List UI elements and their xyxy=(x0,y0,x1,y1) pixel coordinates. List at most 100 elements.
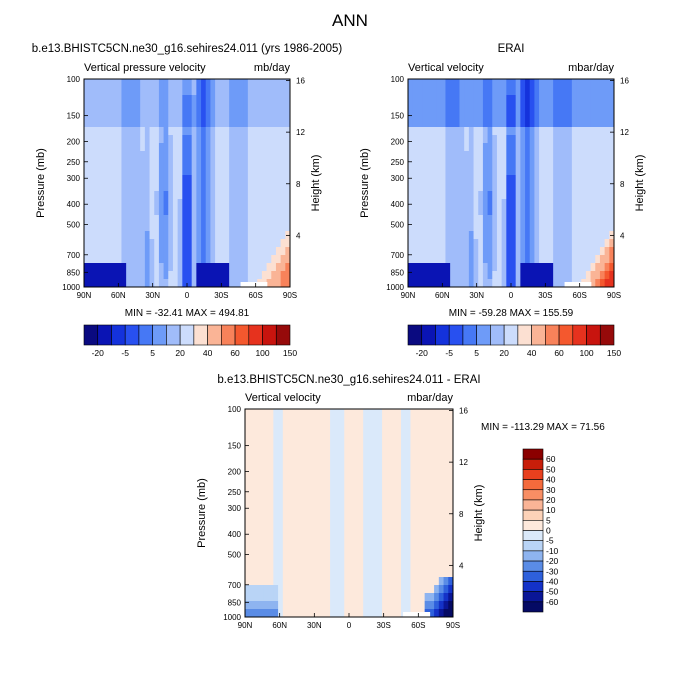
field-cell xyxy=(349,449,355,458)
field-cell xyxy=(438,561,445,570)
field-cell xyxy=(382,521,388,530)
field-cell xyxy=(259,417,265,426)
field-cell xyxy=(377,497,383,506)
colorbar-swatch xyxy=(572,324,587,346)
field-cell xyxy=(382,601,388,610)
field-cell xyxy=(196,239,202,248)
field-cell xyxy=(401,537,407,546)
field-cell xyxy=(515,199,521,208)
field-cell xyxy=(382,425,388,434)
field-cell xyxy=(278,417,284,426)
field-cell xyxy=(263,569,270,578)
field-cell xyxy=(135,199,141,208)
field-cell xyxy=(254,497,260,506)
field-cell xyxy=(84,135,90,144)
field-cell xyxy=(107,231,113,240)
height-tick-label: 16 xyxy=(296,77,305,86)
field-cell xyxy=(459,95,465,104)
field-cell xyxy=(363,457,369,466)
field-cell xyxy=(443,585,449,594)
field-cell xyxy=(182,199,188,208)
field-cell xyxy=(581,239,587,248)
field-cell xyxy=(144,199,151,208)
field-cell xyxy=(112,175,118,184)
field-cell xyxy=(287,497,293,506)
field-cell xyxy=(257,239,263,248)
field-cell xyxy=(581,175,587,184)
field-cell xyxy=(567,247,573,256)
field-cell xyxy=(287,465,293,474)
field-cell xyxy=(562,247,568,256)
field-cell xyxy=(539,183,545,192)
field-cell xyxy=(273,561,279,570)
field-cell xyxy=(254,513,260,522)
field-cell xyxy=(245,505,251,514)
field-cell xyxy=(358,529,364,538)
field-cell xyxy=(459,247,465,256)
field-cell xyxy=(440,199,447,208)
field-cell xyxy=(534,263,540,272)
field-cell xyxy=(285,119,290,128)
field-cell xyxy=(315,601,322,610)
field-cell xyxy=(438,457,445,466)
field-cell xyxy=(98,271,104,280)
field-cell xyxy=(243,87,249,96)
field-cell xyxy=(257,127,263,136)
field-cell xyxy=(431,95,437,104)
field-cell xyxy=(135,151,141,160)
field-cell xyxy=(585,215,592,224)
field-cell xyxy=(408,207,414,216)
field-cell xyxy=(215,271,221,280)
field-cell xyxy=(567,207,573,216)
field-cell xyxy=(377,473,383,482)
field-cell xyxy=(539,103,545,112)
field-cell xyxy=(158,223,165,232)
field-cell xyxy=(261,143,268,152)
field-cell xyxy=(311,449,317,458)
field-cell xyxy=(520,79,526,88)
field-cell xyxy=(448,529,453,538)
field-cell xyxy=(515,175,521,184)
field-cell xyxy=(210,127,216,136)
field-cell xyxy=(116,175,123,184)
field-cell xyxy=(525,119,531,128)
field-cell xyxy=(396,417,402,426)
field-cell xyxy=(238,263,244,272)
field-cell xyxy=(386,457,393,466)
field-cell xyxy=(177,151,183,160)
field-cell xyxy=(520,167,526,176)
field-cell xyxy=(266,239,272,248)
field-cell xyxy=(386,593,393,602)
field-cell xyxy=(98,191,104,200)
field-cell xyxy=(396,497,402,506)
field-cell xyxy=(443,489,449,498)
field-cell xyxy=(454,231,461,240)
field-cell xyxy=(443,569,449,578)
field-cell xyxy=(515,223,521,232)
field-cell xyxy=(396,529,402,538)
field-cell xyxy=(595,199,601,208)
field-cell xyxy=(454,207,461,216)
field-cell xyxy=(424,449,430,458)
field-cell xyxy=(187,271,193,280)
field-cell xyxy=(102,247,109,256)
field-cell xyxy=(182,223,188,232)
field-cell xyxy=(482,279,489,287)
field-cell xyxy=(426,135,433,144)
field-cell xyxy=(548,111,554,120)
field-cell xyxy=(292,433,298,442)
field-cell xyxy=(396,449,402,458)
field-cell xyxy=(245,433,251,442)
field-cell xyxy=(168,191,174,200)
field-cell xyxy=(261,247,268,256)
field-cell xyxy=(259,585,265,594)
field-cell xyxy=(177,279,183,287)
field-cell xyxy=(372,417,378,426)
field-cell xyxy=(116,215,123,224)
field-cell xyxy=(473,255,479,264)
field-cell xyxy=(478,255,484,264)
field-cell xyxy=(464,95,470,104)
field-cell xyxy=(529,223,536,232)
field-cell xyxy=(266,231,272,240)
